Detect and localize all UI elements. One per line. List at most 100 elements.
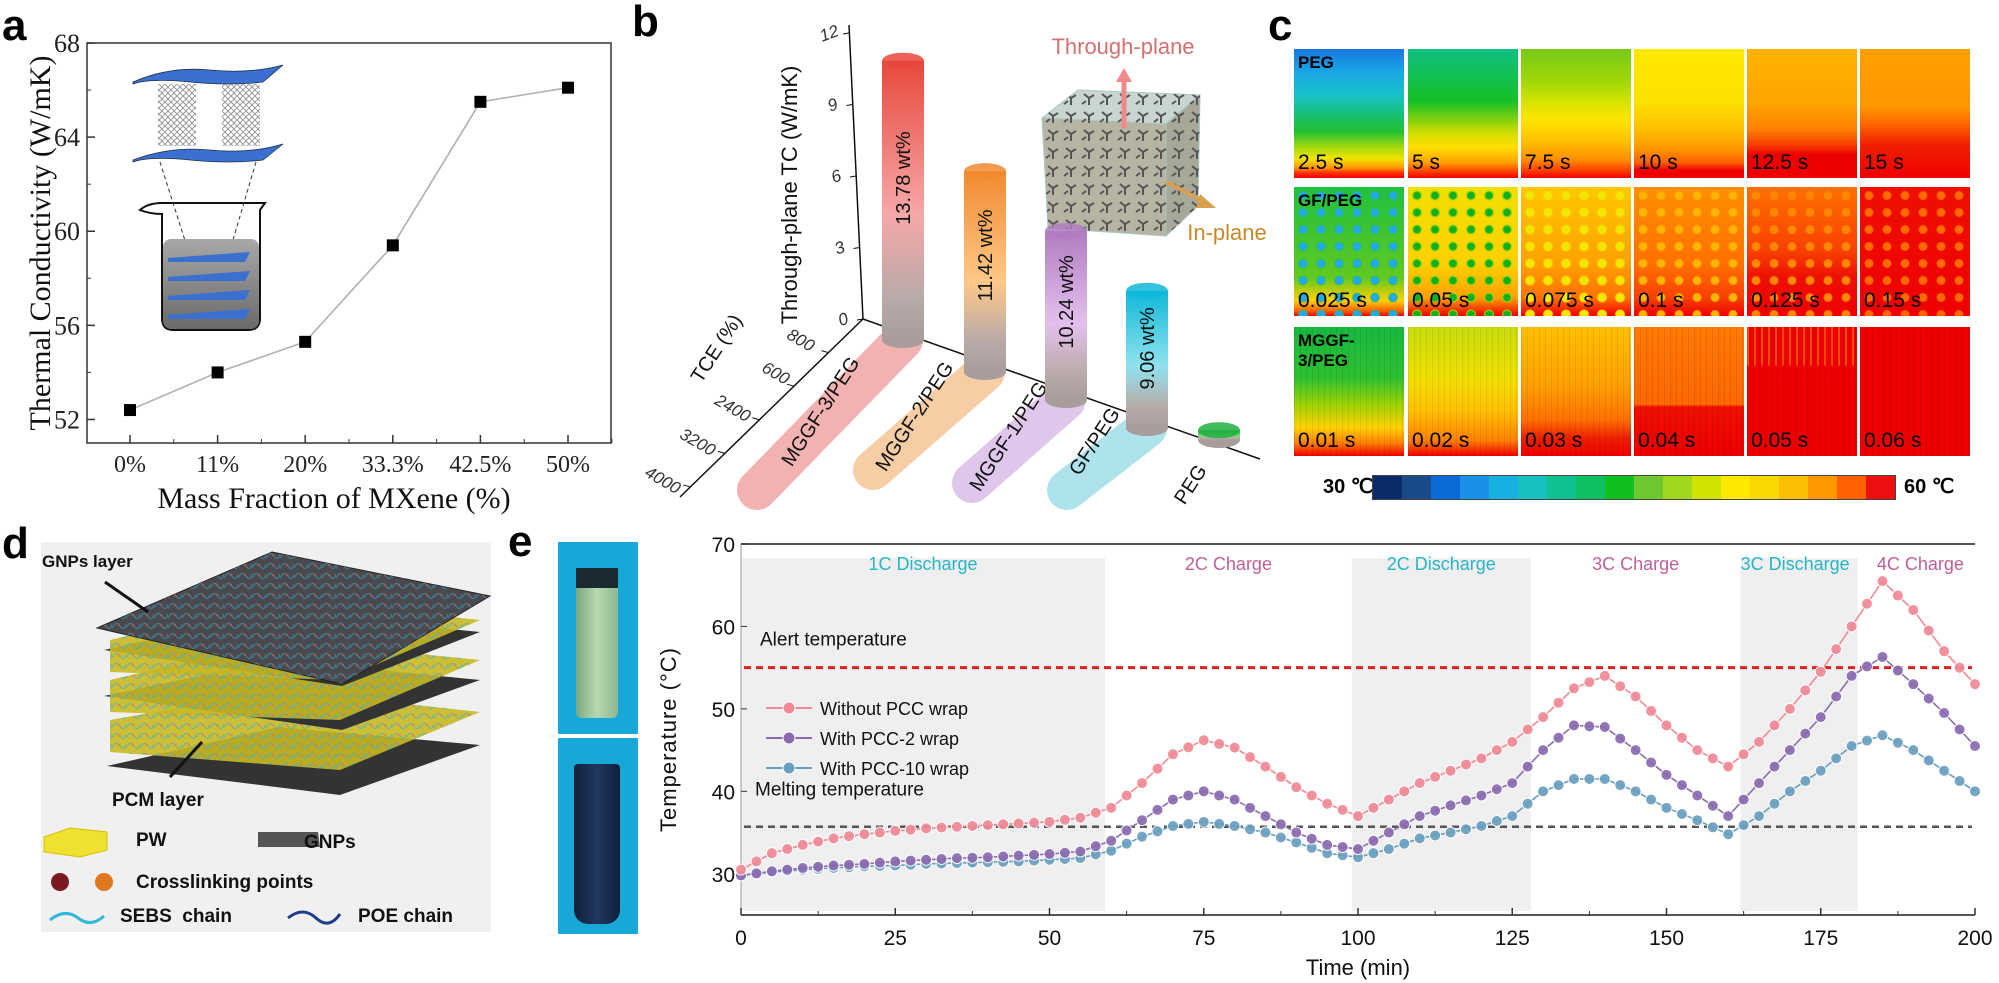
data-point [966, 819, 979, 832]
colorbar-segment [1663, 476, 1692, 499]
data-point [1675, 731, 1688, 744]
data-point [299, 335, 312, 348]
data-point [1845, 620, 1858, 633]
data-point [1228, 793, 1241, 806]
thermal-map-cell: 7.5 s [1521, 49, 1631, 178]
thermal-map-cell: 0.125 s [1747, 187, 1857, 316]
data-point [1567, 719, 1580, 732]
data-point [1151, 762, 1164, 775]
panel-label-b: b [632, 0, 659, 46]
y-tick-label: 56 [54, 311, 80, 340]
bar-gf-peg: 9.06 wt% [1126, 282, 1168, 436]
data-point [1459, 794, 1472, 807]
data-point [1598, 669, 1611, 682]
bar-body [882, 60, 924, 340]
data-point [1043, 815, 1056, 828]
data-point [1182, 741, 1195, 754]
data-point [1830, 690, 1843, 703]
panel-b-chart: Through-plane TC (W/mK) TCE (%) 0 3 6 9 12 80… [642, 21, 1267, 510]
thermal-map-cell: 0.075 s [1521, 187, 1631, 316]
data-point [1274, 831, 1287, 844]
bar-body [1126, 290, 1168, 428]
foam-cube-illustration [1040, 68, 1216, 238]
data-point [1583, 676, 1596, 689]
thermal-map-cell: 5 s [1408, 49, 1518, 178]
data-point [1953, 775, 1966, 788]
data-point [1830, 643, 1843, 656]
z-tick-label: 6 [828, 166, 844, 187]
data-point [1645, 793, 1658, 806]
data-point [1475, 819, 1488, 832]
panel-d-illustration [41, 542, 492, 932]
phase-band [1740, 558, 1858, 911]
panel-label-d: d [2, 519, 29, 568]
row-label: GF/PEG [1298, 191, 1363, 210]
data-point [1691, 814, 1704, 827]
data-point [1151, 803, 1164, 816]
data-point [935, 852, 948, 865]
through-plane-annotation: Through-plane [1051, 34, 1194, 59]
data-point [1120, 824, 1133, 837]
data-point [1583, 720, 1596, 733]
z-tick [849, 175, 857, 178]
colorbar-segment [1460, 476, 1489, 499]
thermal-map-cell: 10 s [1634, 49, 1744, 178]
data-point [1922, 692, 1935, 705]
data-point [812, 835, 825, 848]
x-tick-label: 50 [1038, 927, 1061, 950]
thermal-map-cell: MGGF-3/PEG 0.01 s [1294, 327, 1404, 456]
phase-label: 2C Charge [1185, 554, 1272, 574]
time-label: 0.125 s [1751, 289, 1820, 312]
phase-label: 4C Charge [1877, 554, 1964, 574]
data-point [1352, 843, 1364, 856]
data-point [1537, 744, 1550, 757]
data-point [1136, 777, 1149, 790]
y-tick-label: 64 [54, 123, 80, 152]
bar-mggf-1-peg: 10.24 wt% [1045, 222, 1087, 408]
data-point [1737, 748, 1750, 761]
data-point [1645, 756, 1658, 769]
data-point [1969, 739, 1981, 752]
bar-body [1045, 230, 1087, 400]
z-tick-label: 9 [825, 94, 841, 115]
pcm-layer-label: PCM layer [112, 790, 204, 811]
data-point [1444, 799, 1457, 812]
data-point [1521, 723, 1534, 736]
data-point [873, 826, 886, 839]
data-point [1645, 704, 1658, 717]
bar-top [1198, 422, 1240, 439]
data-point [966, 851, 979, 864]
tce-axis-label: TCE (%) [687, 311, 747, 387]
data-point [1429, 829, 1442, 842]
data-point [1413, 810, 1426, 823]
z-tick [842, 32, 850, 35]
x-tick-label: 200 [1957, 927, 1992, 950]
data-point [1336, 803, 1349, 816]
data-point [1753, 810, 1766, 823]
data-point [1552, 731, 1565, 744]
data-point [1907, 744, 1920, 757]
time-label: 0.025 s [1298, 289, 1367, 312]
legend-poe-chain: POE chain [358, 906, 454, 927]
x-axis-label: Mass Fraction of MXene (%) [157, 482, 510, 515]
data-point [124, 404, 136, 417]
data-point [1737, 793, 1750, 806]
data-point [1136, 814, 1149, 827]
x-tick-label: 42.5% [449, 452, 511, 478]
data-point [1706, 821, 1719, 834]
time-label: 0.04 s [1638, 429, 1696, 452]
data-point [1166, 748, 1179, 761]
legend-marker [782, 761, 796, 775]
data-point [1398, 818, 1411, 831]
tce-tick [752, 417, 760, 421]
tce-tick [717, 450, 726, 454]
data-point [1629, 690, 1642, 703]
data-point [765, 847, 778, 860]
data-point [1382, 826, 1395, 839]
data-point [1105, 844, 1118, 857]
colorbar-segment [1402, 476, 1431, 499]
data-point [1074, 811, 1087, 824]
data-point [1753, 777, 1766, 790]
y-tick-label: 52 [54, 405, 80, 434]
data-point [1336, 840, 1349, 853]
